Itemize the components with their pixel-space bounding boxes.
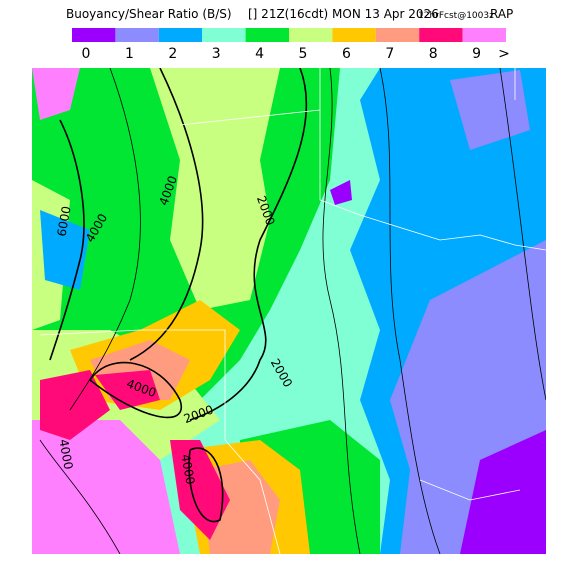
legend-swatch (462, 28, 506, 42)
contour (39, 439, 121, 554)
legend-swatch (115, 28, 159, 42)
field (330, 180, 352, 205)
contour-label: 4000 (56, 438, 75, 471)
legend-swatch (289, 28, 333, 42)
border (39, 68, 546, 554)
legend-label: 7 (385, 46, 394, 62)
legend-label: 8 (429, 46, 438, 62)
contour (188, 447, 224, 523)
legend-swatch (332, 28, 376, 42)
legend-label: 5 (299, 46, 308, 62)
legend-label: > (498, 46, 510, 62)
field (150, 68, 280, 310)
field (40, 370, 110, 440)
field (32, 420, 180, 554)
legend-label: 2 (168, 46, 177, 62)
field (95, 370, 160, 410)
legend-swatch (202, 28, 246, 42)
field (450, 70, 530, 150)
legend-swatch (158, 28, 203, 42)
contour-label: 4000 (178, 453, 197, 486)
contour (499, 68, 546, 401)
field (460, 430, 546, 554)
contour (189, 68, 308, 421)
contour (49, 119, 85, 361)
legend-label: 1 (125, 46, 134, 62)
valid-time: [] 21Z(16cdt) MON 13 Apr 2026 (248, 7, 439, 21)
legend-label: 3 (212, 46, 221, 62)
legend-swatch (419, 28, 463, 42)
contour (89, 361, 183, 419)
field (170, 440, 230, 540)
legend-label: 9 (472, 46, 481, 62)
legend-swatch (72, 28, 116, 42)
color-legend: 0 1 2 3 4 5 6 7 8 9 > (72, 28, 510, 62)
legend-label: 6 (342, 46, 351, 62)
model-name: RAP (490, 7, 513, 21)
legend-swatch (245, 28, 289, 42)
contour (129, 68, 204, 361)
field (32, 68, 80, 120)
contour (322, 68, 361, 554)
contour (379, 68, 441, 554)
legend-swatch (375, 28, 420, 42)
contour-label: 6000 (55, 205, 74, 238)
title: Buoyancy/Shear Ratio (B/S) (66, 7, 232, 21)
contour (69, 68, 141, 411)
forecast-info: 12hrFcst@1003z (418, 11, 494, 21)
legend-label: 0 (82, 46, 91, 62)
legend-label: 4 (255, 46, 264, 62)
